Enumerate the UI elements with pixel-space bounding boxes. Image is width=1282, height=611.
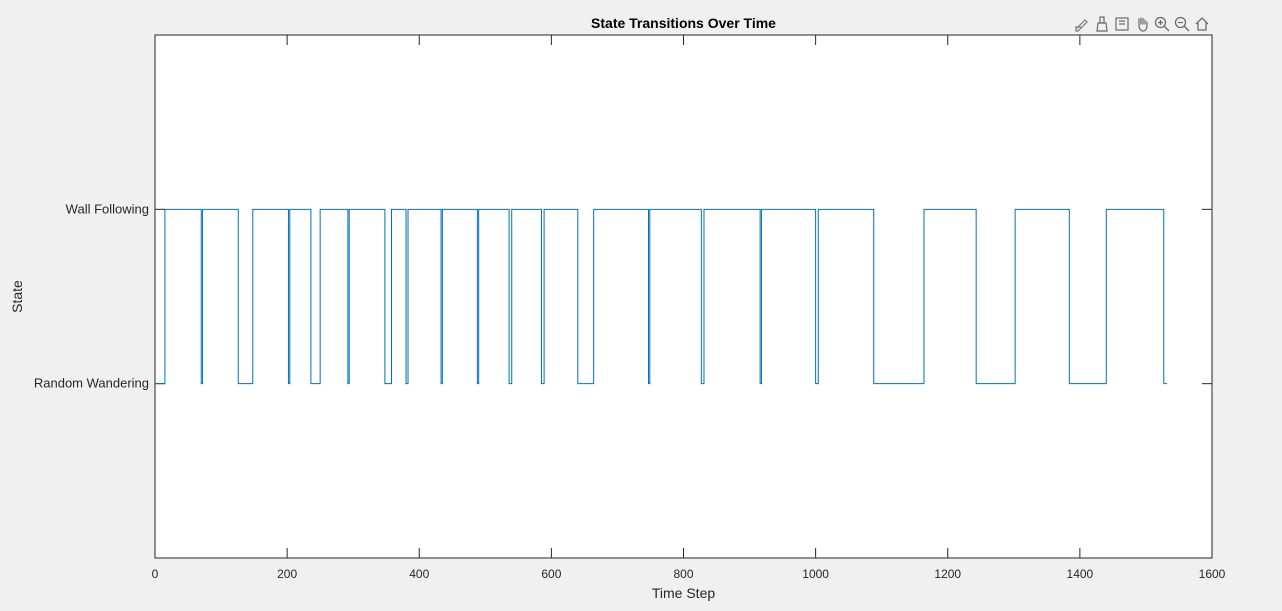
- state-series-line: [155, 208, 1168, 385]
- x-tick-label: 600: [541, 567, 561, 581]
- x-tick-label: 200: [277, 567, 297, 581]
- x-tick-label: 800: [673, 567, 693, 581]
- zoom-out-icon[interactable]: [1172, 14, 1192, 34]
- x-tick-label: 1400: [1067, 567, 1094, 581]
- pan-icon[interactable]: [1132, 14, 1152, 34]
- y-axis-label: State: [9, 280, 25, 313]
- x-tick-labels: 0 200 400 600 800 1000 1200 1400 1600: [152, 567, 1226, 581]
- y-tick-label: Wall Following: [66, 201, 149, 216]
- x-tick-label: 1200: [934, 567, 961, 581]
- axes-background: [155, 35, 1212, 558]
- x-tick-label: 1000: [802, 567, 829, 581]
- x-tick-label: 0: [152, 567, 159, 581]
- home-icon[interactable]: [1192, 14, 1212, 34]
- x-axis-label: Time Step: [652, 585, 715, 601]
- datatip-icon[interactable]: [1112, 14, 1132, 34]
- axes-box: [154, 34, 1213, 559]
- brush-icon[interactable]: [1092, 14, 1112, 34]
- y-tick-label: Random Wandering: [34, 376, 149, 391]
- x-tick-label: 400: [409, 567, 429, 581]
- y-tick-labels: Random Wandering Wall Following: [34, 201, 149, 390]
- series-group: [155, 208, 1168, 385]
- x-tick-label: 1600: [1199, 567, 1226, 581]
- axes-toolbar: [1072, 14, 1212, 34]
- chart-title: State Transitions Over Time: [591, 15, 776, 31]
- zoom-in-icon[interactable]: [1152, 14, 1172, 34]
- edit-data-icon[interactable]: [1072, 14, 1092, 34]
